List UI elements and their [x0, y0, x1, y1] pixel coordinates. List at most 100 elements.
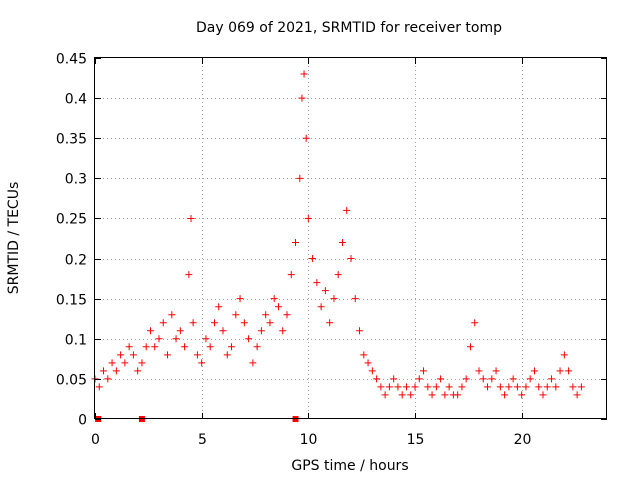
data-point	[454, 391, 462, 399]
data-point	[565, 367, 573, 375]
data-point	[104, 375, 112, 383]
y-tick-label: 0.2	[65, 253, 87, 269]
data-point	[223, 351, 231, 359]
data-point	[270, 295, 278, 303]
data-point	[164, 351, 172, 359]
y-tick-label: 0.4	[65, 92, 87, 108]
data-point	[117, 351, 125, 359]
data-point	[181, 343, 189, 351]
data-point	[151, 343, 159, 351]
data-point	[466, 343, 474, 351]
chart-title: Day 069 of 2021, SRMTID for receiver tom…	[196, 20, 502, 36]
data-point	[560, 351, 568, 359]
x-axis-label: GPS time / hours	[291, 458, 408, 474]
data-point	[219, 327, 227, 335]
y-tick-label: 0.15	[56, 293, 87, 309]
data-point	[569, 383, 577, 391]
data-point	[334, 271, 342, 279]
y-axis-label: SRMTID / TECUs	[6, 182, 22, 295]
data-point	[407, 391, 415, 399]
data-point	[326, 319, 334, 327]
data-point	[398, 391, 406, 399]
data-point	[338, 239, 346, 247]
y-tick-label: 0.3	[65, 172, 87, 188]
data-point	[360, 351, 368, 359]
data-point	[296, 174, 304, 182]
y-tick-label: 0.25	[56, 212, 87, 228]
data-point	[240, 319, 248, 327]
data-point	[121, 359, 129, 367]
data-point	[138, 359, 146, 367]
data-point	[302, 134, 310, 142]
data-point	[445, 383, 453, 391]
data-point	[492, 367, 500, 375]
data-point	[287, 271, 295, 279]
data-point	[274, 303, 282, 311]
data-point	[394, 383, 402, 391]
data-point	[236, 295, 244, 303]
grid-lines	[95, 58, 607, 419]
data-point	[373, 375, 381, 383]
data-point	[193, 351, 201, 359]
x-tick-label: 10	[300, 432, 318, 448]
data-point	[484, 383, 492, 391]
data-point	[377, 383, 385, 391]
data-point	[245, 335, 253, 343]
data-point	[462, 375, 470, 383]
data-point	[232, 311, 240, 319]
data-point	[134, 367, 142, 375]
data-point	[556, 367, 564, 375]
x-tick-label: 0	[91, 432, 100, 448]
data-point	[298, 94, 306, 102]
data-point	[283, 311, 291, 319]
data-point	[518, 391, 526, 399]
data-point	[411, 383, 419, 391]
data-point	[522, 383, 530, 391]
data-point	[292, 239, 300, 247]
data-point	[441, 391, 449, 399]
data-point	[249, 359, 257, 367]
data-point	[317, 303, 325, 311]
data-point	[189, 319, 197, 327]
y-tick-label: 0.35	[56, 132, 87, 148]
y-tick-label: 0.05	[56, 373, 87, 389]
data-point	[496, 383, 504, 391]
plot-frame	[94, 57, 607, 419]
data-point	[526, 375, 534, 383]
data-point	[112, 367, 120, 375]
data-point	[187, 214, 195, 222]
data-point	[108, 359, 116, 367]
data-point	[257, 327, 265, 335]
data-point	[501, 391, 509, 399]
data-point	[172, 335, 180, 343]
data-point	[266, 319, 274, 327]
data-point	[210, 319, 218, 327]
data-point	[129, 351, 137, 359]
data-point	[364, 359, 372, 367]
data-point	[530, 367, 538, 375]
data-point	[573, 391, 581, 399]
data-point	[381, 391, 389, 399]
data-point	[168, 311, 176, 319]
data-point	[424, 383, 432, 391]
data-point	[368, 367, 376, 375]
data-point	[539, 391, 547, 399]
data-point	[351, 295, 359, 303]
y-tick-label: 0.45	[56, 52, 87, 68]
data-point	[535, 383, 543, 391]
y-tick-label: 0.1	[65, 333, 87, 349]
data-point	[552, 383, 560, 391]
x-tick-label: 20	[514, 432, 532, 448]
data-point	[198, 359, 206, 367]
x-tick-label: 5	[198, 432, 207, 448]
data-point	[356, 327, 364, 335]
data-point	[95, 383, 103, 391]
data-point	[343, 206, 351, 214]
data-point	[458, 383, 466, 391]
data-point	[437, 375, 445, 383]
data-point	[385, 383, 393, 391]
y-axis-ticks: 0 0.05 0.1 0.15 0.2 0.25 0.3 0.35 0.4 0.45	[56, 52, 607, 429]
data-point	[206, 343, 214, 351]
data-point	[548, 375, 556, 383]
